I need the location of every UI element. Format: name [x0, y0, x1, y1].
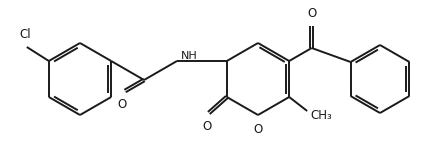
Text: O: O	[202, 120, 211, 133]
Text: NH: NH	[181, 51, 198, 61]
Text: O: O	[253, 123, 263, 136]
Text: O: O	[307, 7, 316, 20]
Text: O: O	[118, 98, 127, 111]
Text: Cl: Cl	[19, 28, 31, 41]
Text: CH₃: CH₃	[310, 109, 332, 122]
